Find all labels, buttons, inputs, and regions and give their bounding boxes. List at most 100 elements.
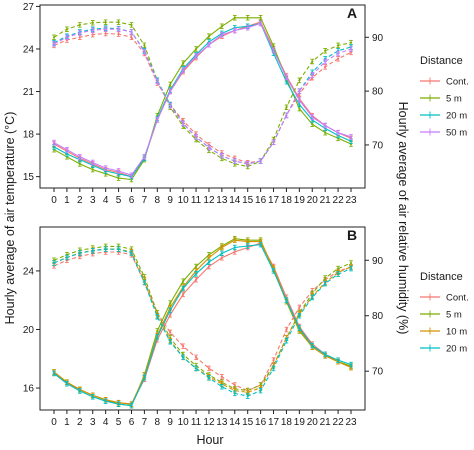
data-point (194, 135, 198, 138)
x-tick-label: 2 (77, 195, 83, 206)
data-point (336, 359, 340, 362)
data-point (65, 256, 69, 259)
data-point (311, 60, 314, 63)
y-left-tick-label: 27 (23, 2, 35, 13)
data-point (298, 314, 301, 317)
data-point (246, 395, 249, 398)
data-point (117, 21, 120, 24)
data-point (143, 376, 146, 379)
data-point (182, 62, 185, 65)
data-point (156, 329, 159, 333)
panel-a-frame (39, 4, 366, 189)
x-tick-label: 14 (229, 195, 241, 206)
x-tick-label: 3 (90, 195, 96, 206)
legend-label: 5 m (446, 310, 462, 321)
y-left-tick-label: 21 (23, 87, 35, 98)
x-tick-label: 2 (77, 417, 83, 428)
data-point (52, 36, 56, 39)
x-tick-label: 0 (51, 417, 57, 428)
data-point (156, 118, 159, 122)
data-point (336, 57, 340, 60)
x-tick-label: 5 (116, 195, 122, 206)
data-point (194, 367, 198, 370)
y-axis-right-title: Hourly average of air relative humidity … (396, 102, 410, 335)
data-point (233, 392, 236, 395)
data-point (207, 256, 211, 259)
data-point (169, 83, 172, 86)
x-tick-label: 1 (64, 417, 70, 428)
x-tick-label: 5 (116, 417, 122, 428)
x-tick-label: 9 (167, 417, 173, 428)
data-point (194, 278, 198, 281)
data-point (65, 382, 69, 385)
series-line-temp-cont (53, 21, 352, 178)
x-tick-label: 16 (255, 417, 267, 428)
data-point (285, 80, 288, 83)
data-point (91, 249, 94, 252)
x-axis-title: Hour (196, 433, 223, 447)
x-tick-label: 4 (103, 195, 109, 206)
data-point (104, 248, 107, 251)
data-point (65, 152, 69, 156)
data-point (207, 35, 211, 38)
series-line-temp-5m (53, 17, 352, 181)
data-point (246, 26, 249, 29)
x-tick-label: 15 (242, 195, 254, 206)
data-point (52, 261, 56, 265)
data-point (324, 60, 327, 63)
panel-b-legend: Distance Cont. 5 m 10 m 20 m (420, 271, 469, 355)
y-right-tick-label: 70 (372, 367, 384, 378)
data-point (272, 367, 275, 370)
data-point (169, 340, 172, 343)
series-line-rh-5m (53, 21, 352, 168)
data-point (259, 16, 262, 19)
series-line-temp-20m (53, 244, 352, 407)
data-point (117, 32, 120, 36)
data-point (117, 176, 120, 180)
data-point (194, 272, 198, 275)
data-point (285, 299, 288, 302)
data-point (233, 250, 236, 253)
x-tick-label: 8 (155, 417, 161, 428)
legend-b-title: Distance (420, 271, 463, 283)
data-point (246, 391, 249, 394)
x-tick-label: 22 (333, 195, 345, 206)
x-tick-label: 13 (216, 417, 228, 428)
x-tick-label: 12 (203, 417, 215, 428)
panel-a-tag: A (347, 5, 357, 21)
x-tick-label: 6 (129, 417, 135, 428)
data-point (285, 76, 288, 79)
data-point (207, 146, 211, 149)
data-point (349, 261, 353, 265)
data-point (324, 124, 327, 127)
data-point (285, 106, 288, 109)
legend-label: 20 m (446, 111, 467, 122)
legend-label: Cont. (446, 293, 469, 304)
data-point (349, 41, 353, 44)
panel-a-legend: Distance Cont. 5 m 20 m 50 m (420, 55, 469, 139)
data-point (156, 335, 159, 338)
data-point (311, 123, 314, 126)
data-point (194, 47, 198, 51)
data-point (336, 52, 340, 55)
data-point (130, 251, 133, 255)
legend-label: 5 m (446, 94, 462, 105)
x-tick-label: 23 (345, 417, 357, 428)
data-point (182, 345, 185, 348)
data-point (324, 353, 327, 356)
data-point (182, 280, 185, 283)
data-point (220, 33, 223, 36)
data-point (220, 25, 223, 28)
x-tick-label: 7 (142, 417, 148, 428)
data-point (104, 21, 107, 24)
x-tick-label: 19 (294, 417, 306, 428)
data-point (311, 115, 314, 119)
data-point (207, 367, 211, 370)
data-point (130, 36, 133, 39)
data-point (298, 98, 301, 102)
legend-label: 20 m (446, 344, 467, 355)
x-tick-label: 15 (242, 417, 254, 428)
data-point (130, 174, 133, 177)
y-right-tick-label: 90 (372, 256, 384, 267)
